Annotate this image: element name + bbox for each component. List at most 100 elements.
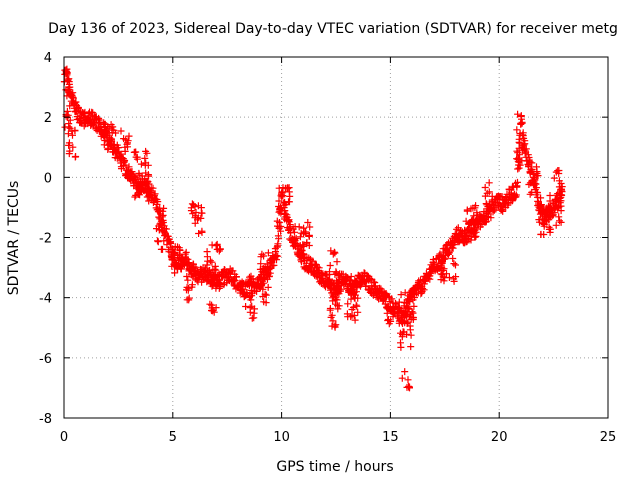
data-point [188, 264, 196, 272]
data-point [280, 204, 288, 212]
data-point [351, 276, 359, 284]
data-point [537, 194, 545, 202]
data-point [407, 331, 415, 339]
data-point [526, 169, 534, 177]
data-point [184, 255, 192, 263]
data-point [513, 147, 521, 155]
data-point [450, 260, 458, 268]
data-point [557, 193, 565, 201]
data-point [550, 174, 558, 182]
data-point [130, 182, 138, 190]
data-point [302, 259, 310, 267]
data-point [133, 155, 141, 163]
data-point [276, 205, 284, 212]
data-point [331, 249, 339, 257]
data-point [552, 221, 560, 229]
data-point [398, 318, 406, 326]
data-point [100, 131, 108, 139]
data-point [69, 131, 76, 139]
data-point [260, 298, 268, 306]
data-point [289, 225, 297, 233]
data-point [66, 83, 74, 91]
data-point [202, 264, 210, 272]
data-point [354, 308, 362, 316]
data-point [392, 300, 400, 308]
data-point [540, 220, 548, 228]
data-point [386, 304, 394, 312]
data-point [231, 277, 239, 285]
data-point [71, 153, 79, 161]
data-point [63, 107, 71, 115]
data-point [291, 228, 298, 236]
data-point [194, 214, 202, 222]
data-point [528, 188, 536, 196]
y-tick-label: 2 [44, 111, 52, 126]
data-point [105, 124, 113, 132]
data-point [551, 205, 559, 213]
data-point [481, 192, 489, 200]
data-point [195, 230, 203, 237]
data-point [332, 321, 340, 329]
data-point [149, 184, 157, 192]
data-point [141, 154, 149, 162]
y-tick-label: -4 [39, 292, 52, 307]
data-point [184, 262, 192, 270]
data-point [145, 192, 153, 200]
data-point [104, 146, 112, 153]
data-point [401, 368, 409, 376]
data-point [468, 217, 475, 225]
data-point [366, 276, 374, 284]
data-point [211, 272, 219, 279]
data-point [525, 181, 533, 188]
data-point [108, 129, 116, 137]
data-point [65, 139, 73, 147]
data-point [266, 272, 273, 280]
data-point [121, 147, 129, 155]
data-point [332, 286, 340, 294]
data-point [530, 182, 538, 190]
data-point [404, 318, 412, 326]
grid-lines [64, 57, 608, 418]
data-point [154, 198, 162, 206]
data-point [277, 227, 285, 235]
data-point [533, 172, 541, 180]
data-point [514, 178, 521, 186]
data-point [449, 244, 457, 252]
data-point [485, 205, 493, 213]
data-point [461, 233, 469, 241]
data-point [444, 249, 452, 257]
data-point [108, 136, 115, 144]
data-point [383, 309, 391, 317]
data-point [558, 186, 566, 194]
data-point [212, 266, 220, 274]
data-point [556, 217, 563, 225]
data-point [401, 289, 409, 297]
data-point [213, 241, 221, 249]
data-point [535, 216, 543, 224]
data-point [125, 132, 133, 140]
data-point [552, 201, 560, 209]
data-point [171, 248, 179, 256]
data-point [481, 184, 489, 191]
data-point [351, 316, 359, 324]
data-point [139, 179, 147, 187]
data-point [315, 264, 323, 272]
data-point [350, 312, 358, 319]
data-point [512, 193, 520, 201]
data-point [399, 331, 406, 339]
data-point [189, 260, 197, 268]
data-point [275, 235, 283, 243]
data-point [204, 272, 212, 280]
data-point [285, 198, 292, 206]
data-point [409, 309, 417, 317]
data-point [331, 270, 339, 278]
data-point [169, 253, 177, 261]
data-point [159, 245, 166, 253]
data-point [278, 189, 286, 197]
data-point [136, 191, 144, 199]
data-point [246, 292, 254, 300]
data-point [326, 262, 334, 269]
data-point [274, 222, 281, 230]
data-point [535, 206, 543, 214]
